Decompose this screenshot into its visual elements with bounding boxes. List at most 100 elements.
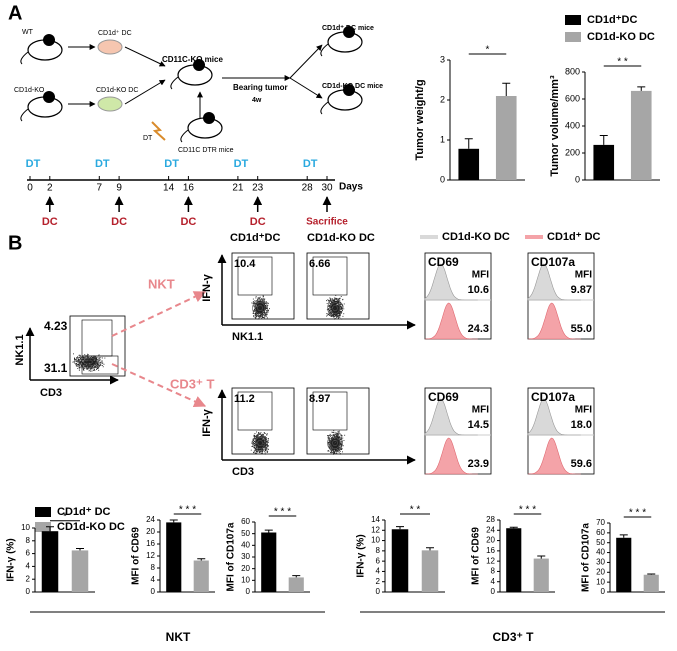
event <box>267 310 269 312</box>
event <box>341 442 343 444</box>
event <box>263 301 265 302</box>
event <box>94 367 96 369</box>
event <box>84 365 86 367</box>
event <box>94 360 96 362</box>
event <box>260 444 262 446</box>
event <box>89 364 91 366</box>
panel-label: A <box>8 2 22 24</box>
bar <box>193 560 209 592</box>
event <box>340 439 342 440</box>
event <box>340 303 342 305</box>
event <box>262 440 264 442</box>
event <box>101 357 103 359</box>
event <box>334 452 336 454</box>
event <box>336 310 338 312</box>
event <box>332 441 334 443</box>
event <box>257 299 258 300</box>
event <box>76 357 78 359</box>
event <box>86 364 88 366</box>
event <box>332 307 334 309</box>
event <box>335 298 337 299</box>
event <box>253 316 255 318</box>
event <box>329 300 331 302</box>
event <box>255 308 257 310</box>
event <box>338 448 340 450</box>
legend-text: CD1d⁺ DC <box>57 506 111 518</box>
event <box>259 437 261 439</box>
event <box>339 313 340 315</box>
event <box>258 432 259 434</box>
event <box>339 312 341 314</box>
mouse-tail <box>20 108 29 122</box>
y-tick-label: 4 <box>26 562 31 571</box>
event <box>256 300 258 302</box>
event <box>82 363 84 364</box>
event <box>341 445 343 446</box>
event <box>333 442 335 444</box>
event <box>96 367 98 369</box>
significance: * * * <box>274 507 291 518</box>
event <box>263 303 265 305</box>
event <box>334 308 336 310</box>
error-bar <box>46 526 54 532</box>
error-bar <box>169 519 178 523</box>
event <box>334 309 336 311</box>
event <box>334 447 335 449</box>
event <box>79 361 81 363</box>
event <box>253 311 254 313</box>
event <box>266 308 268 309</box>
event <box>328 314 330 315</box>
event <box>330 444 332 446</box>
event <box>327 299 329 301</box>
event <box>336 316 338 317</box>
event <box>335 436 337 438</box>
event <box>264 446 266 448</box>
event <box>332 300 334 302</box>
event <box>264 436 266 437</box>
event <box>78 366 80 368</box>
event <box>259 316 260 318</box>
event <box>266 442 268 444</box>
timeline-day: 28 <box>302 183 314 194</box>
event <box>333 310 335 312</box>
event <box>260 441 262 443</box>
event <box>262 439 264 441</box>
event <box>263 305 264 307</box>
event <box>258 436 260 438</box>
event <box>330 450 332 452</box>
event <box>82 355 84 357</box>
event <box>87 360 89 362</box>
event <box>86 366 88 367</box>
population-label: NKT <box>148 276 175 291</box>
event <box>331 439 333 440</box>
event <box>92 357 94 359</box>
event <box>254 314 256 316</box>
event <box>334 441 336 443</box>
event <box>259 311 261 313</box>
event <box>260 305 262 307</box>
event <box>263 447 265 449</box>
y-tick-label: 12 <box>486 556 495 565</box>
event <box>257 438 258 440</box>
bar <box>616 537 632 592</box>
event <box>81 367 83 369</box>
event <box>258 451 260 453</box>
event <box>261 303 263 305</box>
significance: * <box>486 45 490 56</box>
event <box>332 310 333 311</box>
event <box>326 313 328 315</box>
event <box>264 437 266 439</box>
event <box>258 444 260 446</box>
event <box>343 303 345 305</box>
timeline-unit: Days <box>339 182 363 193</box>
event <box>253 452 255 454</box>
event <box>254 450 256 451</box>
event <box>338 444 339 446</box>
event <box>263 305 265 307</box>
event <box>262 435 264 437</box>
event <box>264 298 266 300</box>
event <box>341 307 343 309</box>
event <box>95 365 97 367</box>
mouse-head <box>193 59 205 71</box>
event <box>332 312 334 314</box>
